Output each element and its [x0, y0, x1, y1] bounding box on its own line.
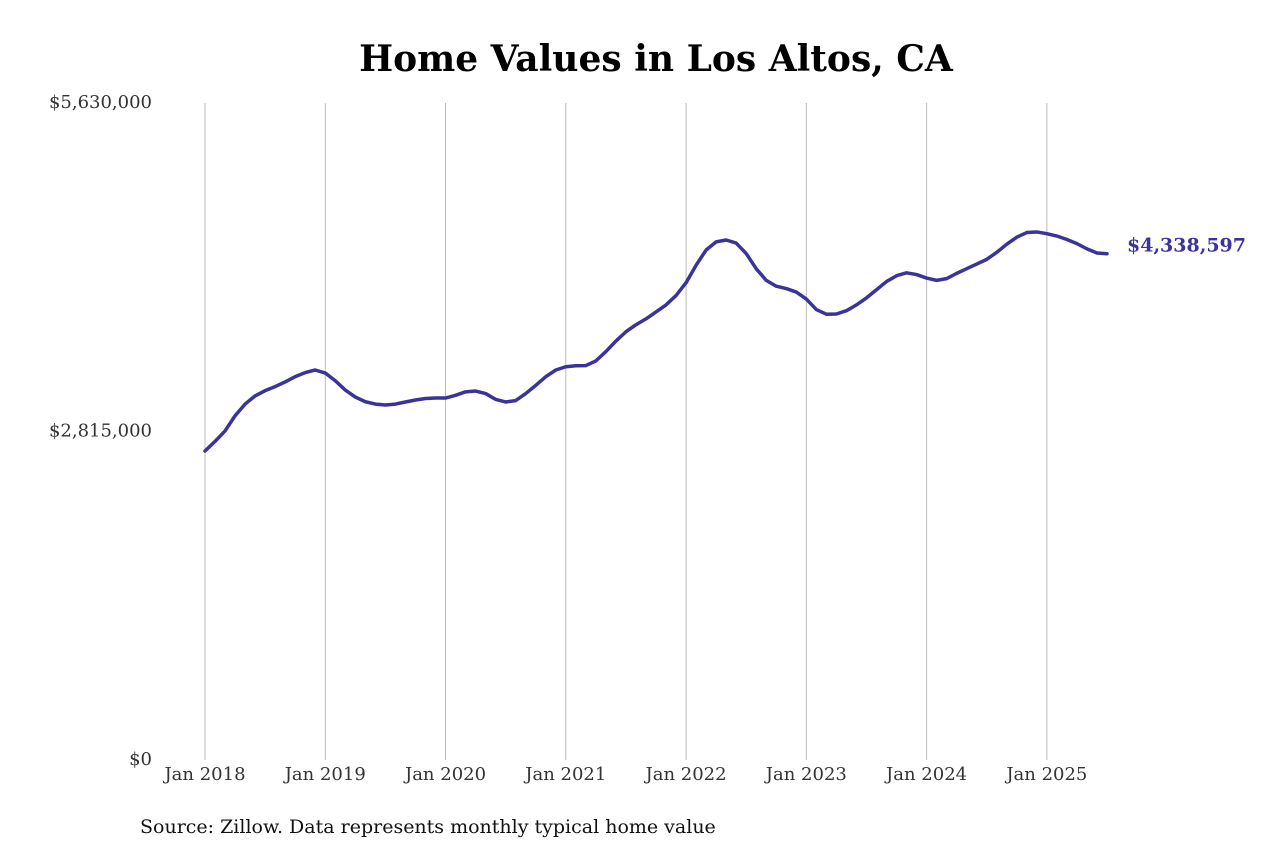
- value-label: $4,338,597: [1127, 235, 1246, 257]
- y-tick-label: $5,630,000: [49, 92, 152, 113]
- x-tick-label: Jan 2021: [523, 764, 606, 785]
- x-tick-label: Jan 2018: [162, 764, 245, 785]
- chart-title: Home Values in Los Altos, CA: [359, 38, 954, 80]
- x-tick-label: Jan 2020: [403, 764, 486, 785]
- x-tick-label: Jan 2024: [884, 764, 967, 785]
- data-line: [203, 230, 1109, 453]
- x-tick-label: Jan 2023: [764, 764, 847, 785]
- x-tick-label: Jan 2019: [283, 764, 366, 785]
- source-note: Source: Zillow. Data represents monthly …: [140, 816, 716, 838]
- x-tick-label: Jan 2022: [644, 764, 727, 785]
- x-tick-label: Jan 2025: [1004, 764, 1087, 785]
- y-tick-label: $2,815,000: [49, 421, 152, 442]
- y-tick-label: $0: [129, 749, 152, 770]
